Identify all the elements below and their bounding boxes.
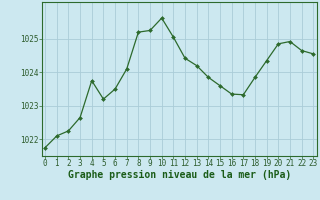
- X-axis label: Graphe pression niveau de la mer (hPa): Graphe pression niveau de la mer (hPa): [68, 170, 291, 180]
